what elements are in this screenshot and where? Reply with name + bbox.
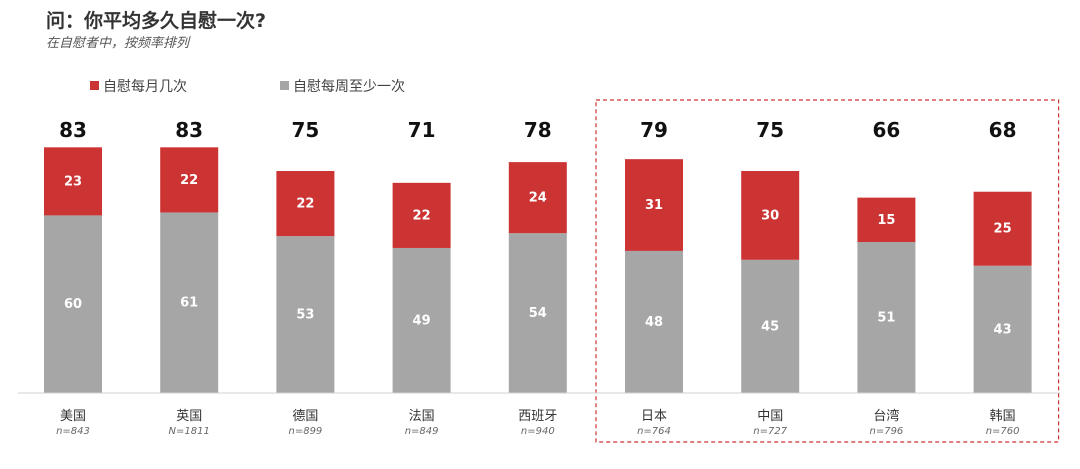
- bar-monthly: [160, 147, 219, 213]
- category-label: 台湾: [873, 408, 899, 424]
- data-label-weekly: 48: [645, 315, 663, 330]
- total-label: 79: [640, 118, 668, 142]
- bar-weekly: [276, 236, 335, 393]
- chart-subtitle: 在自慰者中，按频率排列: [46, 36, 190, 51]
- highlight-box: [595, 99, 1060, 443]
- sample-size-label: n=843: [56, 426, 90, 437]
- bar-weekly: [392, 247, 451, 393]
- data-label-monthly: 22: [413, 208, 431, 223]
- sample-size-label: n=796: [869, 426, 903, 437]
- total-label: 83: [59, 118, 87, 142]
- bar-monthly: [276, 171, 335, 237]
- sample-size-label: n=849: [405, 426, 439, 437]
- data-label-monthly: 15: [877, 213, 895, 228]
- data-label-weekly: 51: [877, 311, 895, 326]
- bar-monthly: [857, 197, 916, 243]
- category-label: 中国: [757, 409, 783, 424]
- bar-weekly: [741, 259, 800, 393]
- total-label: 78: [524, 118, 552, 142]
- bar-weekly: [973, 265, 1032, 393]
- category-label: 韩国: [990, 409, 1016, 424]
- legend-label-monthly: 自慰每月几次: [103, 79, 187, 95]
- data-label-weekly: 60: [64, 297, 82, 312]
- category-label: 德国: [292, 409, 318, 424]
- data-label-weekly: 54: [529, 306, 547, 321]
- legend-label-weekly: 自慰每周至少一次: [293, 79, 405, 95]
- bar-weekly: [508, 233, 567, 393]
- total-label: 75: [756, 118, 784, 142]
- bar-monthly: [625, 159, 683, 251]
- sample-size-label: n=764: [637, 426, 671, 437]
- sample-size-label: n=727: [753, 426, 787, 437]
- legend-item-monthly: 自慰每月几次: [90, 76, 187, 96]
- data-label-monthly: 23: [64, 174, 82, 189]
- bar-monthly: [508, 162, 567, 234]
- data-label-weekly: 53: [296, 308, 314, 323]
- sample-size-label: N=1811: [169, 426, 210, 437]
- data-label-monthly: 24: [529, 191, 547, 206]
- sample-size-label: n=899: [288, 426, 322, 437]
- bar-weekly: [160, 212, 219, 393]
- bar-monthly: [392, 182, 451, 248]
- chart-title: 问：你平均多久自慰一次?: [46, 10, 267, 32]
- legend-swatch-monthly: [90, 81, 99, 90]
- data-label-weekly: 49: [413, 313, 431, 328]
- data-label-weekly: 45: [761, 319, 779, 334]
- data-label-monthly: 30: [761, 208, 779, 223]
- category-label: 西班牙: [518, 409, 557, 424]
- total-label: 71: [408, 118, 436, 142]
- category-label: 日本: [641, 409, 667, 424]
- bar-weekly: [625, 250, 683, 393]
- data-label-monthly: 31: [645, 198, 663, 213]
- legend-swatch-weekly: [280, 81, 289, 90]
- total-label: 83: [175, 118, 203, 142]
- data-label-monthly: 22: [180, 173, 198, 188]
- data-label-monthly: 25: [994, 222, 1012, 237]
- bar-monthly: [741, 171, 800, 260]
- legend-item-weekly: 自慰每周至少一次: [280, 76, 405, 96]
- data-label-weekly: 61: [180, 296, 198, 311]
- total-label: 75: [291, 118, 319, 142]
- bar-weekly: [857, 242, 916, 393]
- total-label: 66: [872, 118, 900, 142]
- bar-weekly: [44, 215, 102, 393]
- data-label-weekly: 43: [994, 322, 1012, 337]
- data-label-monthly: 22: [296, 197, 314, 212]
- bar-monthly: [973, 191, 1032, 266]
- category-label: 美国: [60, 409, 86, 424]
- total-label: 68: [989, 118, 1017, 142]
- sample-size-label: n=760: [986, 426, 1020, 437]
- category-label: 法国: [409, 409, 435, 424]
- sample-size-label: n=940: [521, 426, 555, 437]
- bar-monthly: [44, 147, 102, 216]
- category-label: 英国: [176, 409, 202, 424]
